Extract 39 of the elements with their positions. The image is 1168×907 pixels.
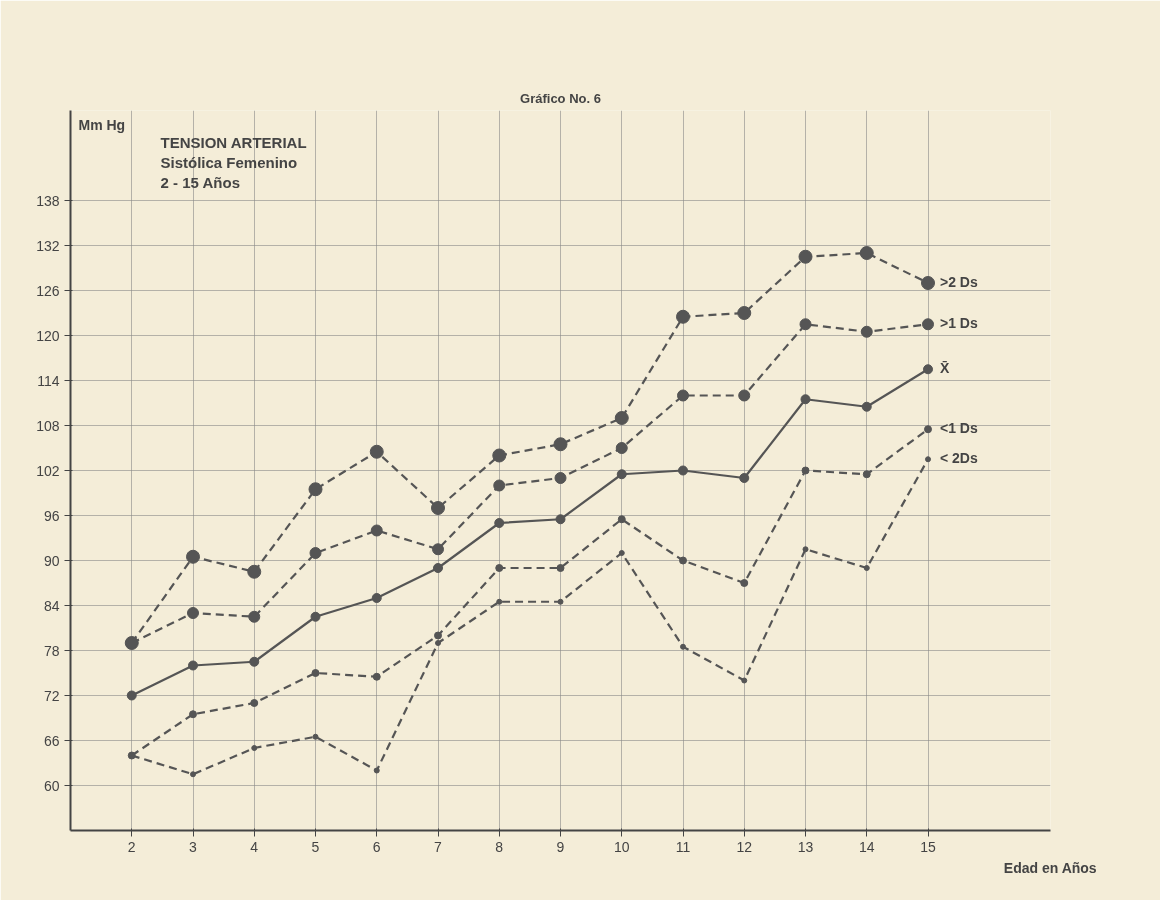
y-tick-label: 72 — [43, 687, 60, 704]
x-tick-label: 9 — [556, 838, 565, 855]
y-tick-label: 120 — [36, 327, 60, 344]
y-tick-label: 60 — [43, 777, 60, 794]
x-tick-label: 5 — [311, 838, 320, 855]
annotation: Sistólica Femenino — [160, 153, 298, 171]
series-label: X̄ — [940, 359, 950, 377]
x-tick-label: 13 — [797, 838, 814, 855]
x-tick-label: 12 — [736, 838, 753, 855]
x-tick-label: 2 — [127, 838, 136, 855]
x-tick-label: 15 — [920, 838, 936, 855]
x-tick-label: 14 — [858, 838, 875, 855]
y-tick-label: 78 — [43, 642, 60, 659]
y-tick-label: 138 — [36, 192, 60, 209]
y-tick-label: 90 — [43, 552, 60, 569]
y-tick-label: 108 — [36, 417, 60, 434]
x-tick-label: 3 — [189, 838, 198, 855]
chart-title: Gráfico No. 6 — [520, 90, 601, 106]
x-tick-label: 6 — [372, 838, 381, 855]
y-tick-label: 114 — [37, 372, 60, 389]
annotation: TENSION ARTERIAL — [160, 133, 307, 151]
x-tick-label: 4 — [250, 838, 259, 855]
y-tick-label: 66 — [43, 732, 60, 749]
series-label: < 2Ds — [940, 450, 978, 467]
x-tick-label: 8 — [495, 838, 504, 855]
y-tick-label: 126 — [36, 282, 60, 299]
series-label: >1 Ds — [940, 315, 978, 332]
y-tick-label: 96 — [43, 507, 60, 524]
x-tick-label: 10 — [613, 838, 630, 855]
x-tick-label: 11 — [675, 838, 691, 855]
y-tick-label: 132 — [36, 237, 60, 254]
x-tick-label: 7 — [434, 838, 443, 855]
x-axis-title: Edad en Años — [1003, 859, 1097, 876]
y-tick-label: 84 — [43, 597, 60, 614]
y-tick-label: 102 — [36, 462, 60, 479]
series-label: <1 Ds — [940, 420, 978, 437]
y-axis-title: Mm Hg — [78, 116, 126, 133]
annotation: 2 - 15 Años — [160, 173, 240, 191]
series-label: >2 Ds — [940, 274, 978, 290]
